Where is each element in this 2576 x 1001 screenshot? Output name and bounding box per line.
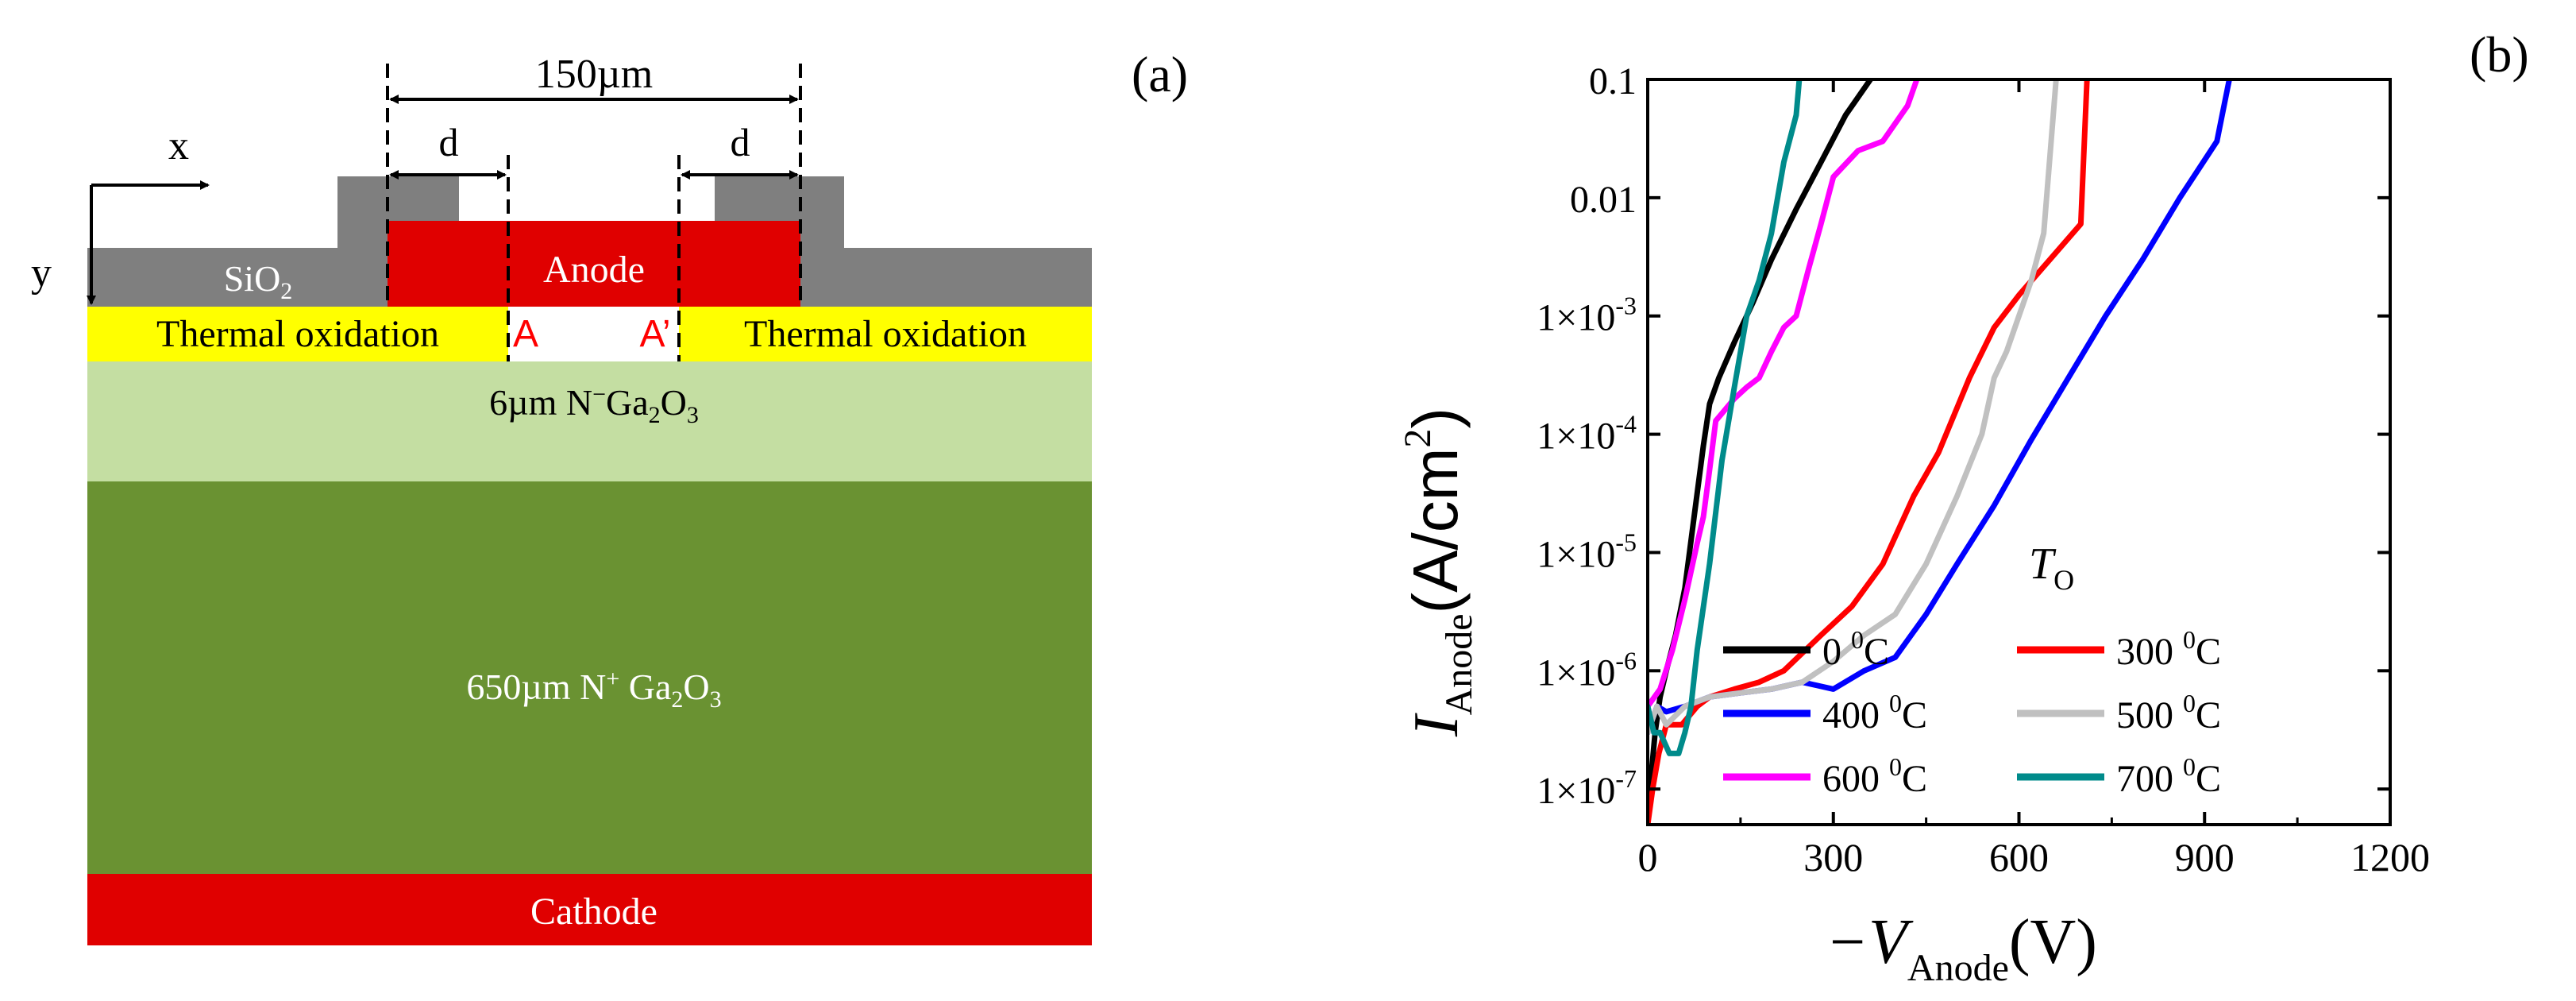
- point-a-prime-label: A’: [639, 313, 670, 355]
- iv-chart: (b) 0 300 600 900 1200 1×10-7 1×10-6 1×10-5 1×10…: [1397, 26, 2529, 989]
- legend-label-700: 700 0C: [2116, 752, 2221, 800]
- substrate-label: 650µm N+ Ga2O3: [466, 666, 721, 713]
- dimension-d-right-label: d: [731, 120, 750, 164]
- y-axis-label: y: [31, 250, 52, 296]
- x-axis-title: −VAnode(V): [1826, 907, 2097, 989]
- sio2-step-right: [715, 176, 844, 221]
- cathode-layer: [87, 874, 1092, 945]
- x-axis-label: x: [168, 123, 189, 168]
- chart-legend: 0 0C 300 0C 400 0C 500 0C 600 0C 700 0C: [1723, 625, 2221, 800]
- point-a-label: A: [513, 313, 538, 355]
- n-minus-drift-layer: [87, 361, 1092, 481]
- series-line-700: [1648, 79, 1803, 756]
- dimension-d-left-label: d: [439, 120, 459, 164]
- y-tick-label: 1×10-5: [1537, 528, 1637, 575]
- series-line-300: [1648, 79, 2090, 825]
- thermal-oxidation-right-label: Thermal oxidation: [744, 313, 1027, 355]
- gap-right: [679, 176, 715, 221]
- y-tick-label: 1×10-6: [1537, 646, 1637, 694]
- legend-label-0: 0 0C: [1822, 625, 1889, 673]
- legend-label-300: 300 0C: [2116, 625, 2221, 673]
- chart-plot-area: [1648, 79, 2232, 825]
- series-group: [1648, 79, 2232, 825]
- gap-left: [459, 176, 508, 221]
- panel-b-label: (b): [2470, 26, 2529, 83]
- y-tick-label: 1×10-3: [1537, 292, 1637, 339]
- x-tick-label: 900: [2175, 835, 2235, 879]
- legend-label-600: 600 0C: [1822, 752, 1927, 800]
- x-tick-label: 1200: [2350, 835, 2430, 879]
- anode-label: Anode: [543, 249, 645, 291]
- drift-layer-label: 6µm N−Ga2O3: [489, 381, 699, 428]
- anode-electrode: [388, 221, 800, 307]
- sio2-label: SiO2: [224, 258, 293, 304]
- y-tick-label: 0.01: [1570, 179, 1637, 221]
- y-tick-label: 1×10-7: [1537, 764, 1637, 812]
- cathode-label: Cathode: [530, 891, 657, 933]
- y-tick-label: 1×10-4: [1537, 410, 1637, 458]
- x-tick-label: 600: [1989, 835, 2049, 879]
- chart-axes: 0 300 600 900 1200 1×10-7 1×10-6 1×10-5 1×10-4 1×…: [1537, 60, 2430, 879]
- x-tick-label: 0: [1638, 835, 1658, 879]
- x-tick-label: 300: [1803, 835, 1863, 879]
- guide-lines: [386, 64, 802, 361]
- legend-label-500: 500 0C: [2116, 689, 2221, 736]
- series-line-600: [1648, 79, 1920, 709]
- device-cross-section: (a) 150µm: [31, 46, 1188, 945]
- legend-label-400: 400 0C: [1822, 689, 1927, 736]
- thermal-oxidation-left: [87, 307, 508, 361]
- thermal-oxidation-left-label: Thermal oxidation: [156, 313, 439, 355]
- y-tick-label: 0.1: [1589, 60, 1637, 102]
- series-line-0: [1648, 79, 1873, 825]
- n-plus-substrate-layer: [87, 481, 1092, 874]
- legend-title: TO: [2029, 539, 2074, 596]
- dimension-150-label: 150µm: [535, 52, 653, 97]
- thermal-oxidation-right: [679, 307, 1092, 361]
- panel-a-label: (a): [1132, 46, 1188, 102]
- y-axis-title: IAnode(A/cm2): [1397, 408, 1480, 737]
